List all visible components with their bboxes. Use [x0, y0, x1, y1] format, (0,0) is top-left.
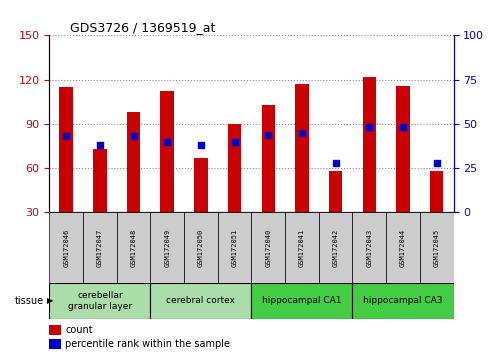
Text: GDS3726 / 1369519_at: GDS3726 / 1369519_at — [70, 21, 215, 34]
Text: GSM172050: GSM172050 — [198, 229, 204, 267]
Text: GSM172051: GSM172051 — [232, 229, 238, 267]
Point — [197, 142, 205, 148]
Text: percentile rank within the sample: percentile rank within the sample — [66, 339, 230, 349]
Bar — [160, 91, 174, 212]
Bar — [251, 212, 285, 283]
Text: GSM172043: GSM172043 — [366, 229, 372, 267]
Bar — [49, 325, 62, 335]
Bar — [251, 283, 352, 319]
Text: count: count — [66, 325, 93, 335]
Text: GSM172042: GSM172042 — [333, 229, 339, 267]
Point — [298, 130, 306, 136]
Text: GSM172044: GSM172044 — [400, 229, 406, 267]
Bar — [386, 212, 420, 283]
Point — [231, 139, 239, 144]
Bar — [352, 212, 386, 283]
Bar — [59, 87, 73, 212]
Bar — [285, 212, 319, 283]
Bar — [261, 105, 275, 212]
Text: hippocampal CA3: hippocampal CA3 — [363, 296, 443, 306]
Point — [264, 132, 272, 137]
Text: GSM172049: GSM172049 — [164, 229, 170, 267]
Bar — [127, 112, 140, 212]
Bar — [93, 149, 106, 212]
Bar — [319, 212, 352, 283]
Bar — [184, 212, 218, 283]
Text: cerebellar
granular layer: cerebellar granular layer — [68, 291, 132, 310]
Text: GSM172040: GSM172040 — [265, 229, 271, 267]
Bar — [295, 84, 309, 212]
Bar — [117, 212, 150, 283]
Bar — [49, 283, 150, 319]
Bar — [194, 158, 208, 212]
Point — [163, 139, 171, 144]
Bar — [49, 212, 83, 283]
Text: GSM172046: GSM172046 — [63, 229, 69, 267]
Bar — [352, 283, 454, 319]
Bar — [218, 212, 251, 283]
Text: hippocampal CA1: hippocampal CA1 — [262, 296, 342, 306]
Text: GSM172045: GSM172045 — [434, 229, 440, 267]
Bar — [49, 339, 62, 349]
Point — [96, 142, 104, 148]
Text: ▶: ▶ — [47, 296, 53, 306]
Text: cerebral cortex: cerebral cortex — [167, 296, 235, 306]
Bar — [430, 171, 444, 212]
Bar — [396, 86, 410, 212]
Text: GSM172047: GSM172047 — [97, 229, 103, 267]
Bar — [150, 283, 251, 319]
Text: tissue: tissue — [15, 296, 44, 306]
Bar — [83, 212, 117, 283]
Bar — [362, 77, 376, 212]
Point — [399, 125, 407, 130]
Bar — [150, 212, 184, 283]
Point — [332, 160, 340, 166]
Point — [433, 160, 441, 166]
Point — [62, 133, 70, 139]
Bar — [228, 124, 241, 212]
Text: GSM172048: GSM172048 — [131, 229, 137, 267]
Point — [130, 133, 138, 139]
Bar — [329, 171, 342, 212]
Bar — [420, 212, 454, 283]
Text: GSM172041: GSM172041 — [299, 229, 305, 267]
Point — [365, 125, 373, 130]
